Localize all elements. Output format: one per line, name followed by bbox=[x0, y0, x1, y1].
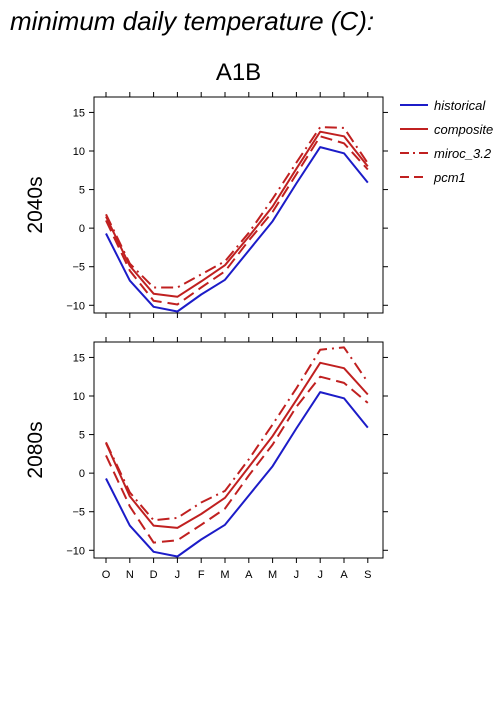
series-line-pcm1 bbox=[105, 135, 369, 306]
plot-frame bbox=[93, 96, 384, 314]
legend-label: pcm1 bbox=[433, 170, 466, 185]
scenario-title: A1B bbox=[216, 59, 261, 86]
chart-title: minimum daily temperature (C): bbox=[10, 6, 375, 36]
y-tick-label: 5 bbox=[79, 430, 85, 442]
y-tick-label: −5 bbox=[72, 507, 85, 519]
x-tick-label: O bbox=[102, 569, 111, 581]
panel-label: 2080s bbox=[24, 421, 47, 478]
legend-label: miroc_3.2 bbox=[434, 146, 492, 161]
y-tick-label: 5 bbox=[79, 185, 85, 197]
x-tick-label: A bbox=[245, 569, 253, 581]
series-line-historical bbox=[105, 146, 369, 313]
y-tick-label: 15 bbox=[73, 107, 85, 119]
series-line-pcm1 bbox=[105, 375, 369, 544]
y-tick-label: 0 bbox=[79, 223, 85, 235]
y-tick-label: 10 bbox=[73, 146, 85, 158]
y-tick-label: −10 bbox=[66, 300, 85, 312]
x-tick-label: J bbox=[317, 569, 323, 581]
legend-label: historical bbox=[434, 98, 486, 113]
x-tick-label: J bbox=[294, 569, 300, 581]
series-line-composite bbox=[105, 130, 369, 298]
panel-label: 2040s bbox=[24, 176, 47, 233]
x-tick-label: N bbox=[126, 569, 134, 581]
x-tick-label: M bbox=[220, 569, 229, 581]
y-tick-label: 0 bbox=[79, 468, 85, 480]
x-tick-label: J bbox=[175, 569, 181, 581]
series-line-historical bbox=[105, 391, 369, 558]
legend-label: composite bbox=[434, 122, 493, 137]
y-tick-label: 15 bbox=[73, 352, 85, 364]
x-tick-label: M bbox=[268, 569, 277, 581]
x-tick-label: S bbox=[364, 569, 371, 581]
plot-frame bbox=[93, 341, 384, 559]
x-tick-label: D bbox=[150, 569, 158, 581]
series-line-composite bbox=[105, 361, 369, 529]
series-line-miroc-3-2 bbox=[105, 126, 369, 289]
y-tick-label: −10 bbox=[66, 545, 85, 557]
y-tick-label: 10 bbox=[73, 391, 85, 403]
series-line-miroc-3-2 bbox=[105, 346, 369, 522]
y-tick-label: −5 bbox=[72, 262, 85, 274]
x-tick-label: F bbox=[198, 569, 205, 581]
x-tick-label: A bbox=[340, 569, 348, 581]
